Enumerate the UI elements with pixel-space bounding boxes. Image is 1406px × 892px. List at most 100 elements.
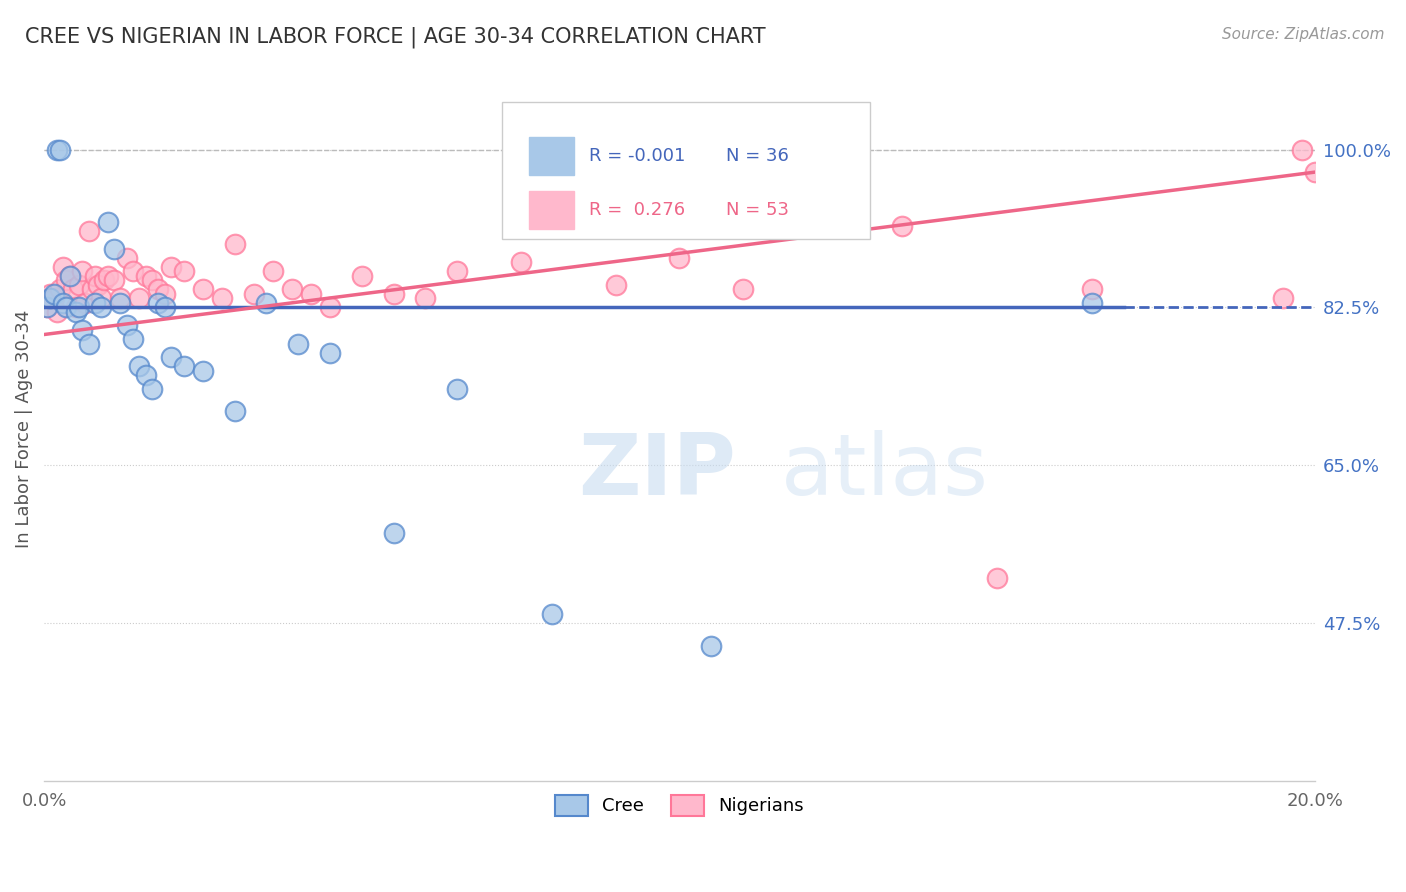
Text: R =  0.276: R = 0.276 — [589, 201, 685, 219]
Legend: Cree, Nigerians: Cree, Nigerians — [546, 786, 813, 825]
Point — [160, 260, 183, 274]
Point — [49, 143, 72, 157]
Point — [153, 287, 176, 301]
Point — [58, 268, 80, 283]
Point — [1303, 165, 1326, 179]
Point — [55, 273, 77, 287]
Point — [122, 264, 145, 278]
Point — [141, 382, 163, 396]
Point — [148, 296, 170, 310]
Point — [319, 345, 342, 359]
Point — [93, 273, 115, 287]
Point — [382, 525, 405, 540]
Point — [148, 282, 170, 296]
Point — [281, 282, 304, 296]
Point — [135, 268, 157, 283]
Point — [37, 301, 59, 315]
Point — [1291, 143, 1313, 157]
Point — [986, 571, 1008, 585]
Point — [224, 237, 246, 252]
Point — [1081, 296, 1104, 310]
Point — [191, 363, 214, 377]
Point — [62, 282, 84, 296]
Point — [84, 296, 107, 310]
Point — [141, 273, 163, 287]
Bar — [530, 191, 574, 229]
Point — [84, 268, 107, 283]
Point — [319, 301, 342, 315]
Point — [350, 268, 373, 283]
Point — [668, 251, 690, 265]
Point — [224, 404, 246, 418]
Point — [382, 287, 405, 301]
Point — [39, 292, 62, 306]
Point — [1271, 292, 1294, 306]
Point — [153, 301, 176, 315]
Point — [52, 296, 75, 310]
Point — [191, 282, 214, 296]
Point — [605, 277, 627, 292]
Point — [890, 219, 912, 234]
Point — [242, 287, 264, 301]
Point — [160, 350, 183, 364]
Point — [45, 305, 67, 319]
Point — [541, 607, 564, 621]
Point — [39, 287, 62, 301]
Text: N = 36: N = 36 — [727, 147, 789, 165]
Point — [446, 264, 468, 278]
Text: ZIP: ZIP — [578, 430, 735, 513]
Point — [509, 255, 531, 269]
Point — [97, 215, 120, 229]
Point — [42, 287, 65, 301]
Point — [128, 359, 150, 373]
Point — [90, 292, 112, 306]
Point — [42, 292, 65, 306]
Point — [87, 277, 110, 292]
Point — [67, 301, 90, 315]
Point — [287, 336, 309, 351]
Point — [211, 292, 233, 306]
Point — [75, 296, 97, 310]
Point — [122, 332, 145, 346]
Text: R = -0.001: R = -0.001 — [589, 147, 686, 165]
Point — [1081, 282, 1104, 296]
Point — [413, 292, 436, 306]
Point — [115, 318, 138, 333]
Point — [70, 323, 93, 337]
Point — [49, 282, 72, 296]
Text: CREE VS NIGERIAN IN LABOR FORCE | AGE 30-34 CORRELATION CHART: CREE VS NIGERIAN IN LABOR FORCE | AGE 30… — [25, 27, 766, 48]
Text: atlas: atlas — [782, 430, 988, 513]
Point — [731, 282, 754, 296]
Text: Source: ZipAtlas.com: Source: ZipAtlas.com — [1222, 27, 1385, 42]
Point — [446, 382, 468, 396]
Point — [80, 282, 103, 296]
Point — [65, 305, 87, 319]
Text: N = 53: N = 53 — [727, 201, 789, 219]
Point — [110, 292, 132, 306]
Point — [262, 264, 284, 278]
Point — [135, 368, 157, 383]
Point — [45, 143, 67, 157]
Point — [173, 359, 195, 373]
Point — [90, 301, 112, 315]
Point — [70, 264, 93, 278]
Point — [173, 264, 195, 278]
Point — [256, 296, 278, 310]
Point — [65, 301, 87, 315]
Point — [128, 292, 150, 306]
Point — [67, 277, 90, 292]
Point — [103, 273, 125, 287]
Point — [58, 268, 80, 283]
Point — [103, 242, 125, 256]
Point — [77, 336, 100, 351]
Point — [700, 639, 723, 653]
FancyBboxPatch shape — [502, 102, 870, 239]
Point — [115, 251, 138, 265]
Point — [52, 260, 75, 274]
Point — [55, 301, 77, 315]
Bar — [530, 136, 574, 175]
Y-axis label: In Labor Force | Age 30-34: In Labor Force | Age 30-34 — [15, 310, 32, 549]
Point — [77, 224, 100, 238]
Point — [97, 268, 120, 283]
Point — [110, 296, 132, 310]
